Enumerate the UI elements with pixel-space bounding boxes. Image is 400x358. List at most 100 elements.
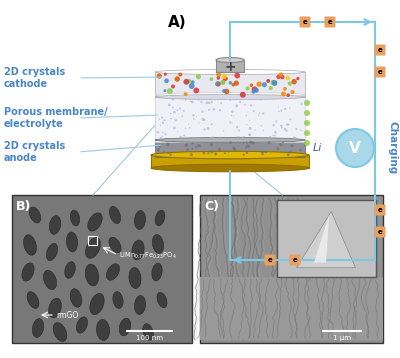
Circle shape — [252, 90, 256, 94]
Circle shape — [304, 130, 310, 136]
Circle shape — [304, 120, 310, 126]
Ellipse shape — [49, 298, 61, 318]
Circle shape — [202, 151, 206, 154]
Circle shape — [281, 110, 282, 111]
Circle shape — [256, 82, 262, 87]
Circle shape — [272, 81, 277, 86]
Circle shape — [183, 110, 185, 112]
Ellipse shape — [132, 240, 144, 260]
Circle shape — [186, 143, 188, 146]
Circle shape — [181, 115, 183, 117]
Circle shape — [213, 137, 214, 138]
Circle shape — [164, 78, 169, 83]
Circle shape — [304, 140, 310, 146]
Ellipse shape — [157, 292, 167, 308]
Circle shape — [262, 151, 264, 153]
Circle shape — [245, 98, 246, 99]
Circle shape — [278, 106, 279, 108]
Text: e: e — [328, 19, 332, 25]
Circle shape — [167, 152, 169, 154]
Circle shape — [304, 100, 310, 106]
Ellipse shape — [27, 291, 39, 309]
Ellipse shape — [86, 238, 100, 258]
Circle shape — [221, 80, 225, 84]
Circle shape — [166, 143, 169, 146]
Bar — [155, 95, 305, 142]
Circle shape — [156, 131, 159, 134]
Circle shape — [252, 86, 257, 92]
Circle shape — [237, 136, 240, 139]
Circle shape — [163, 89, 166, 92]
Circle shape — [164, 119, 166, 121]
Circle shape — [242, 136, 244, 139]
Circle shape — [230, 100, 231, 101]
FancyBboxPatch shape — [374, 204, 386, 216]
Circle shape — [269, 136, 272, 139]
Circle shape — [163, 151, 165, 153]
Ellipse shape — [46, 243, 58, 261]
Circle shape — [184, 92, 188, 96]
Circle shape — [296, 77, 300, 80]
Text: +: + — [224, 60, 236, 74]
Ellipse shape — [65, 262, 75, 278]
Circle shape — [265, 151, 267, 153]
Circle shape — [291, 150, 292, 152]
Circle shape — [224, 152, 226, 154]
FancyBboxPatch shape — [290, 255, 300, 266]
Ellipse shape — [155, 92, 305, 97]
Circle shape — [260, 125, 262, 126]
Circle shape — [272, 135, 274, 136]
Circle shape — [173, 111, 176, 113]
Circle shape — [208, 109, 210, 111]
Bar — [200, 195, 383, 343]
Circle shape — [278, 72, 283, 77]
Circle shape — [174, 76, 180, 82]
Circle shape — [198, 122, 199, 124]
Circle shape — [295, 128, 298, 130]
Ellipse shape — [113, 291, 123, 308]
Circle shape — [162, 132, 163, 134]
Circle shape — [280, 111, 282, 112]
Circle shape — [222, 74, 227, 79]
Circle shape — [229, 141, 232, 144]
Ellipse shape — [88, 213, 102, 231]
Circle shape — [239, 101, 241, 103]
Circle shape — [294, 137, 297, 140]
Circle shape — [169, 153, 172, 156]
Circle shape — [218, 137, 221, 140]
Circle shape — [157, 149, 160, 152]
Circle shape — [211, 101, 213, 103]
Circle shape — [291, 144, 294, 147]
Circle shape — [185, 99, 186, 101]
FancyBboxPatch shape — [374, 67, 386, 77]
Circle shape — [185, 144, 188, 147]
Circle shape — [289, 118, 291, 121]
Circle shape — [219, 109, 221, 111]
Circle shape — [195, 146, 197, 148]
Circle shape — [281, 127, 283, 129]
Circle shape — [179, 107, 181, 110]
Text: V: V — [349, 140, 361, 155]
Circle shape — [238, 129, 240, 131]
Circle shape — [179, 136, 182, 138]
Circle shape — [196, 74, 201, 79]
Text: e: e — [378, 229, 382, 235]
Circle shape — [186, 148, 189, 151]
Circle shape — [278, 111, 280, 112]
Circle shape — [259, 112, 260, 114]
Circle shape — [254, 129, 256, 131]
Circle shape — [261, 152, 262, 154]
Ellipse shape — [44, 270, 56, 290]
Circle shape — [245, 105, 246, 106]
Circle shape — [280, 75, 284, 79]
Circle shape — [232, 147, 236, 150]
Circle shape — [290, 144, 292, 146]
Circle shape — [300, 103, 302, 105]
Circle shape — [246, 141, 248, 144]
Ellipse shape — [66, 232, 78, 252]
Circle shape — [243, 154, 245, 156]
Circle shape — [176, 110, 178, 111]
Circle shape — [207, 152, 210, 154]
Circle shape — [253, 97, 254, 99]
Ellipse shape — [152, 263, 162, 281]
